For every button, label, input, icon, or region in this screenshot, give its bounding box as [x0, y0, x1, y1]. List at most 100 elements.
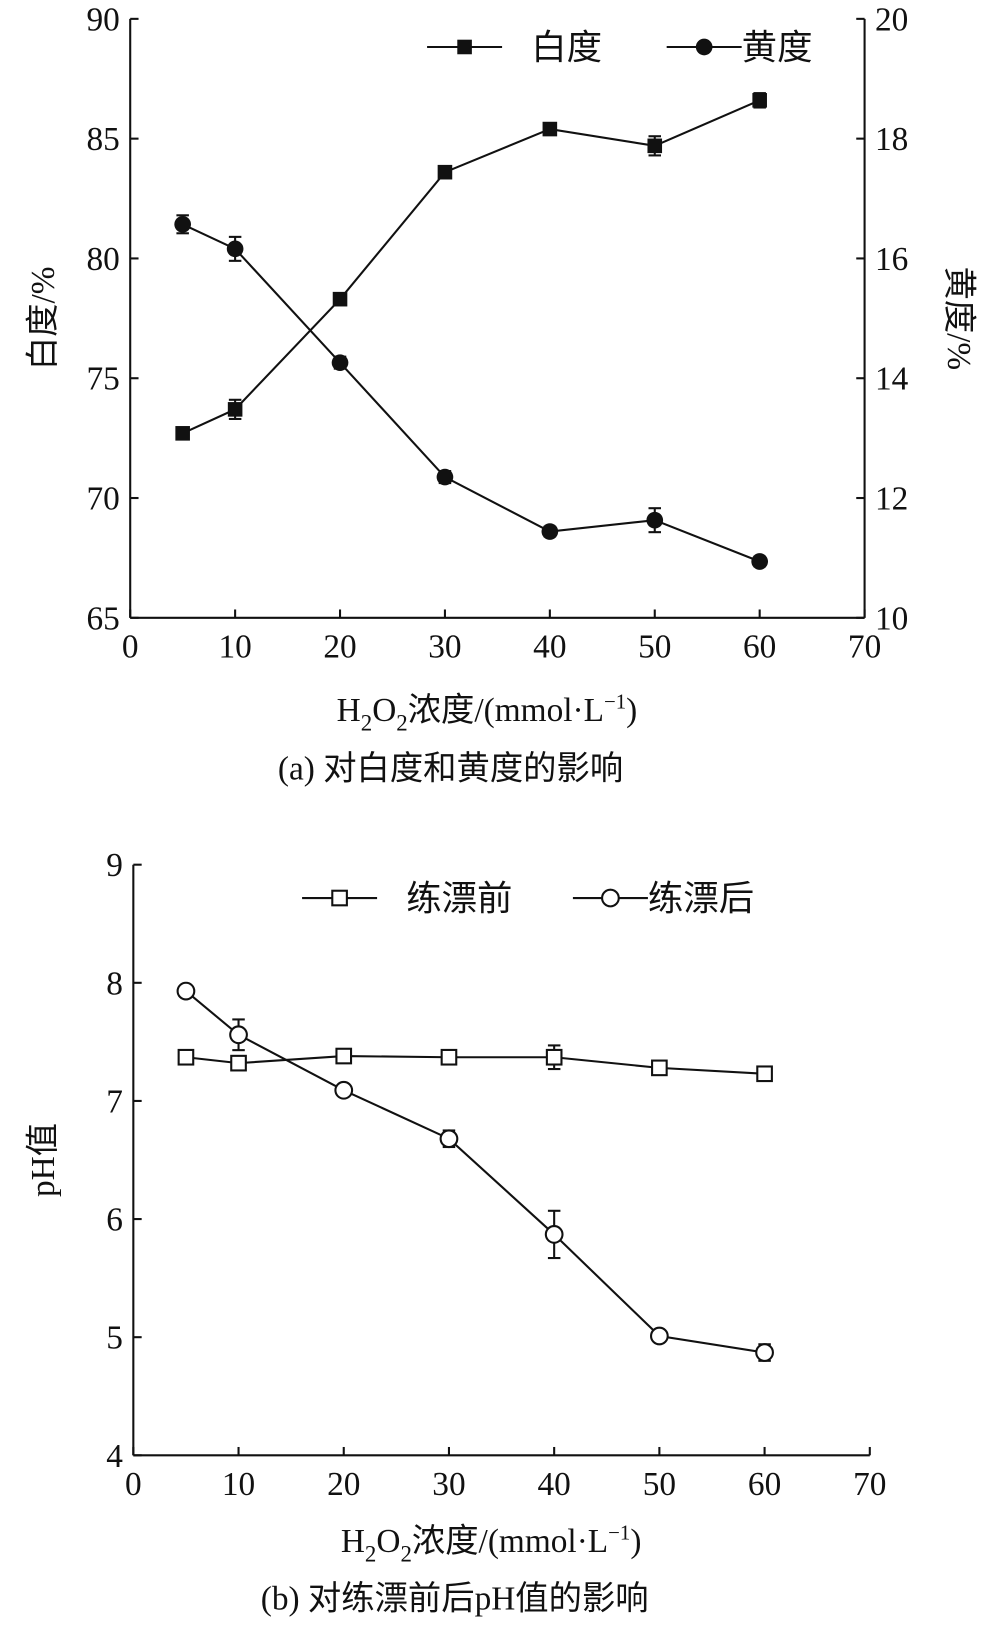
y-tick-label-right: 14: [875, 361, 909, 398]
legend-label: 练漂前: [406, 879, 512, 919]
series-1: [174, 214, 769, 570]
x-axis-label-part: 2: [396, 710, 407, 735]
x-tick-label: 70: [848, 628, 881, 665]
data-point-circle: [751, 553, 769, 570]
series-line: [185, 1055, 765, 1075]
y-tick-label-left: 7: [106, 1083, 123, 1120]
x-axis-label-part: −1: [608, 1521, 630, 1545]
data-point-circle: [226, 240, 244, 258]
x-axis-label: H2O2浓度/(mmol·L−1): [337, 689, 638, 735]
x-axis-label-part: ): [630, 1523, 641, 1560]
data-point-square: [651, 1059, 668, 1077]
data-point-circle: [646, 511, 664, 529]
x-axis-label-part: 浓度/(mmol·L: [408, 692, 604, 729]
data-point-square: [752, 93, 767, 108]
y-tick-label-left: 80: [86, 241, 119, 278]
legend-marker-circle: [601, 888, 620, 908]
x-axis-label-part: −1: [604, 689, 626, 713]
y-tick-label-left: 65: [86, 600, 119, 637]
y-tick-label-left: 8: [106, 965, 123, 1002]
x-axis-label-part: O: [376, 1523, 400, 1560]
chart-caption: (a) 对白度和黄度的影响: [278, 750, 623, 787]
data-point-circle: [334, 1080, 354, 1100]
data-point-square: [230, 1054, 247, 1072]
x-axis-label-part: 2: [361, 710, 372, 735]
x-axis-label-part: H: [337, 692, 361, 729]
x-axis-label-part: 2: [365, 1542, 376, 1567]
x-tick-label: 40: [538, 1466, 571, 1503]
y-tick-label-left: 85: [86, 121, 119, 158]
x-axis-label-part: 2: [400, 1542, 411, 1567]
data-point-circle: [439, 1129, 459, 1149]
x-tick-label: 60: [743, 628, 776, 665]
data-point-circle: [436, 468, 454, 486]
x-tick-label: 20: [323, 628, 356, 665]
x-tick-label: 50: [643, 1466, 676, 1503]
x-tick-label: 70: [853, 1466, 886, 1503]
y-tick-label-right: 16: [875, 241, 908, 278]
x-tick-label: 0: [125, 1466, 142, 1503]
x-tick-label: 30: [428, 628, 461, 665]
y-axis-label-left: 白度/%: [25, 266, 62, 370]
x-axis-label-part: O: [372, 692, 396, 729]
y-tick-label-right: 10: [875, 600, 908, 637]
x-axis-label-part: H: [341, 1523, 365, 1560]
y-tick-label-right: 18: [875, 121, 908, 158]
data-point-circle: [331, 354, 349, 371]
data-point-square: [756, 1065, 773, 1083]
data-point-square: [335, 1047, 353, 1065]
x-tick-label: 0: [122, 628, 139, 665]
chart-caption: (b) 对练漂前后pH值的影响: [261, 1580, 649, 1617]
series-line: [182, 99, 761, 435]
y-tick-label-left: 75: [86, 361, 119, 398]
x-tick-label: 50: [638, 628, 671, 665]
data-point-square: [440, 1048, 458, 1066]
data-point-square: [545, 1048, 563, 1066]
x-axis-label-part: 浓度/(mmol·L: [412, 1523, 608, 1560]
data-point-circle: [755, 1343, 774, 1362]
data-point-square: [177, 1048, 195, 1066]
x-tick-label: 20: [327, 1466, 360, 1503]
y-tick-label-left: 90: [86, 1, 119, 38]
chart-panel-0: 0 10 20 30 40 50 60 70 65 70 75 80 85 90 10 12 14 16 18 20 白…: [25, 1, 977, 787]
legend-marker-square: [331, 889, 348, 907]
data-point-circle: [229, 1025, 248, 1045]
chart-panel-1: 0 10 20 30 40 50 60 70456789pH值H2O2浓度/(mmol·L−1…: [25, 847, 886, 1617]
legend-label: 黄度: [742, 27, 813, 67]
legend-label: 练漂后: [648, 879, 754, 919]
y-tick-label-left: 4: [106, 1438, 123, 1475]
data-point-circle: [544, 1225, 564, 1244]
data-point-circle: [176, 981, 196, 1001]
series-0: [175, 92, 767, 441]
data-point-square: [647, 138, 663, 154]
data-point-square: [437, 164, 453, 180]
legend-marker-square: [457, 39, 472, 55]
y-tick-label-left: 6: [106, 1202, 123, 1239]
legend-label: 白度: [531, 27, 602, 67]
legend-marker-circle: [695, 38, 713, 56]
y-tick-label-left: 9: [106, 847, 123, 884]
data-point-square: [175, 426, 190, 441]
series-line: [182, 223, 761, 563]
series-1: [176, 981, 774, 1362]
x-tick-label: 10: [222, 1466, 255, 1503]
legend: 白度 黄度: [427, 27, 812, 67]
x-tick-label: 30: [432, 1466, 465, 1503]
x-axis-label-part: ): [626, 692, 637, 729]
y-axis-label-right: 黄度/%: [940, 266, 977, 370]
series-0: [177, 1044, 773, 1083]
y-tick-label-right: 12: [875, 480, 908, 517]
x-axis-label: H2O2浓度/(mmol·L−1): [341, 1521, 642, 1567]
x-tick-label: 10: [218, 628, 251, 665]
data-point-circle: [650, 1326, 669, 1346]
y-tick-label-right: 20: [875, 1, 908, 38]
y-tick-label-left: 70: [86, 480, 119, 517]
series-line: [185, 990, 765, 1354]
y-tick-label-left: 5: [106, 1320, 123, 1357]
legend: 练漂前 练漂后: [302, 879, 754, 919]
data-point-square: [227, 402, 243, 417]
data-point-square: [332, 291, 348, 307]
data-point-square: [542, 121, 558, 137]
x-tick-label: 60: [748, 1466, 781, 1503]
